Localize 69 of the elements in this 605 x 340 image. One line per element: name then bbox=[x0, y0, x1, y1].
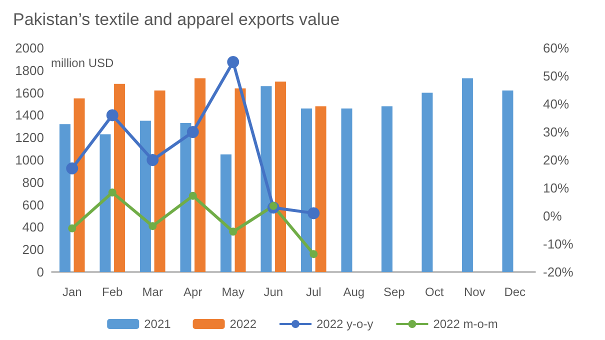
y2-tick-label: -20% bbox=[543, 264, 574, 280]
point bbox=[66, 162, 78, 174]
legend-label: 2021 bbox=[144, 317, 172, 331]
point bbox=[188, 192, 197, 200]
y-tick-label: 1200 bbox=[15, 130, 44, 146]
y-tick-label: 1800 bbox=[15, 62, 44, 78]
y2-tick-label: 20% bbox=[543, 152, 570, 168]
legend-label: 2022 m-o-m bbox=[433, 317, 498, 331]
point bbox=[148, 222, 157, 230]
y-tick-label: 200 bbox=[22, 242, 44, 258]
y2-tick-label: 0% bbox=[543, 208, 562, 224]
point bbox=[310, 250, 318, 258]
x-tick-label: Nov bbox=[464, 285, 486, 299]
x-tick-label: Jul bbox=[306, 285, 322, 299]
y-tick-label: 400 bbox=[22, 220, 44, 235]
bar bbox=[300, 108, 312, 272]
bar bbox=[234, 88, 246, 272]
x-tick-label: Feb bbox=[102, 285, 124, 299]
y-tick-label: 1400 bbox=[15, 108, 44, 123]
point bbox=[106, 109, 118, 122]
point bbox=[308, 207, 320, 220]
bar bbox=[100, 134, 111, 272]
bar bbox=[154, 90, 166, 272]
y-axis-title: million USD bbox=[51, 56, 114, 70]
y-tick-label: 2000 bbox=[15, 40, 44, 56]
y2-tick-label: 50% bbox=[543, 68, 570, 84]
bar bbox=[315, 106, 326, 272]
point bbox=[186, 126, 199, 138]
point bbox=[229, 228, 238, 236]
y2-tick-label: 30% bbox=[543, 124, 570, 140]
bar bbox=[194, 78, 206, 272]
legend-label: 2022 y-o-y bbox=[316, 317, 374, 331]
bar bbox=[462, 78, 473, 272]
bar bbox=[114, 84, 126, 272]
legend-label: 2022 bbox=[230, 317, 257, 331]
bar bbox=[275, 82, 286, 272]
y-tick-label: 1000 bbox=[15, 152, 44, 168]
x-tick-label: Jun bbox=[264, 285, 284, 299]
x-tick-label: Oct bbox=[425, 285, 444, 299]
point bbox=[108, 188, 116, 196]
y2-tick-label: 60% bbox=[543, 40, 570, 56]
x-tick-label: Apr bbox=[184, 285, 202, 299]
point bbox=[227, 56, 240, 68]
bar bbox=[180, 123, 192, 272]
x-tick-label: Sep bbox=[383, 285, 406, 299]
point bbox=[146, 154, 159, 166]
bar bbox=[220, 154, 232, 272]
y-tick-label: 600 bbox=[22, 197, 44, 212]
bar bbox=[341, 108, 352, 272]
chart-title: Pakistan’s textile and apparel exports value bbox=[13, 10, 340, 29]
bar bbox=[74, 98, 85, 272]
x-tick-label: Jan bbox=[62, 285, 82, 299]
y-tick-label: 1600 bbox=[15, 85, 44, 100]
bar bbox=[59, 124, 70, 272]
y2-tick-label: 10% bbox=[543, 180, 570, 196]
y-tick-label: 800 bbox=[22, 174, 44, 190]
y2-tick-label: 40% bbox=[543, 96, 570, 112]
x-tick-label: Dec bbox=[504, 285, 526, 299]
x-tick-label: Mar bbox=[142, 285, 163, 299]
x-tick-label: May bbox=[222, 285, 244, 299]
bar bbox=[422, 92, 433, 272]
y-tick-label: 0 bbox=[36, 264, 44, 280]
x-tick-label: Aug bbox=[343, 285, 365, 299]
bar bbox=[260, 86, 272, 272]
bar bbox=[502, 90, 514, 272]
bar bbox=[140, 120, 151, 272]
bar bbox=[381, 106, 392, 272]
point bbox=[68, 224, 76, 232]
y2-tick-label: -10% bbox=[543, 236, 574, 252]
